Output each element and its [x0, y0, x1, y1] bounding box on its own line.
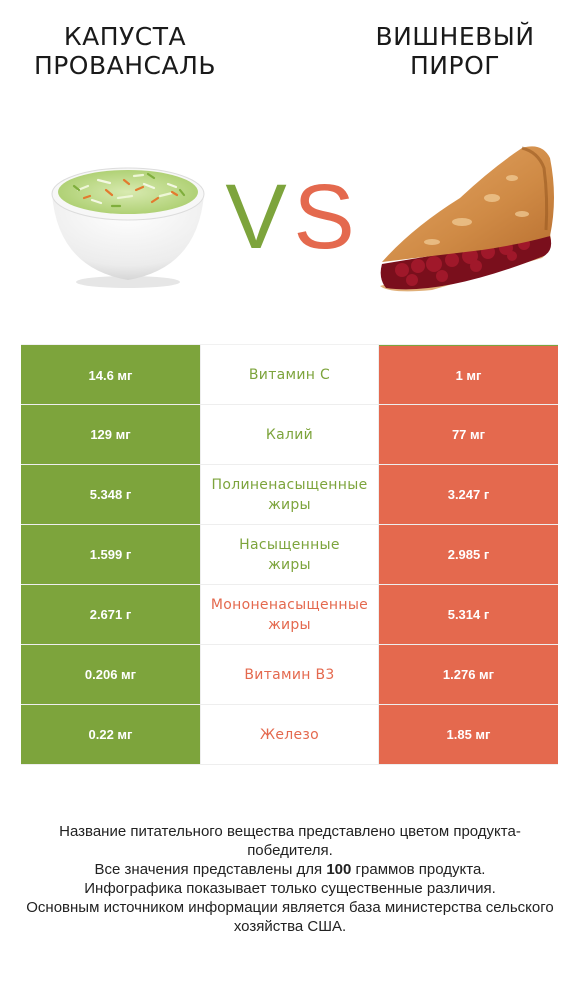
footnote-line-4: Основным источником информации является … — [26, 899, 554, 935]
right-value: 3.247 г — [379, 465, 558, 524]
nutrient-name: Витамин B3 — [244, 666, 335, 683]
footnote-line-2-prefix: Все значения представлены для — [94, 861, 327, 878]
table-row: 2.671 г Мононенасыщенные жиры 5.314 г — [21, 585, 558, 645]
left-food-title-line-2: ПРОВАНСАЛЬ — [33, 51, 217, 80]
left-value: 0.206 мг — [21, 645, 200, 704]
nutrient-name-cell: Полиненасыщенные жиры — [200, 465, 379, 524]
right-food-title-line-1: ВИШНЕВЫЙ — [375, 22, 535, 51]
nutrient-name-cell: Витамин C — [200, 345, 379, 404]
left-value: 14.6 мг — [21, 345, 200, 404]
left-value: 1.599 г — [21, 525, 200, 584]
nutrient-name: Полиненасыщенные жиры — [211, 476, 368, 513]
footnote-line-1: Название питательного вещества представл… — [59, 823, 521, 859]
left-food-title-line-1: КАПУСТА — [63, 22, 187, 51]
table-row: 5.348 г Полиненасыщенные жиры 3.247 г — [21, 465, 558, 525]
left-value: 0.22 мг — [21, 705, 200, 764]
vs-label: V S — [220, 166, 360, 268]
nutrient-comparison-table: 14.6 мг Витамин C 1 мг 129 мг Калий 77 м… — [21, 344, 558, 765]
coleslaw-bowl-image — [48, 150, 208, 290]
table-row: 0.206 мг Витамин B3 1.276 мг — [21, 645, 558, 705]
left-value: 5.348 г — [21, 465, 200, 524]
right-food-title: ВИШНЕВЫЙ ПИРОГ — [350, 22, 560, 80]
nutrient-name-cell: Мононенасыщенные жиры — [200, 585, 379, 644]
nutrient-name: Калий — [265, 426, 314, 443]
right-value: 1 мг — [379, 345, 558, 404]
right-value: 77 мг — [379, 405, 558, 464]
table-row: 14.6 мг Витамин C 1 мг — [21, 345, 558, 405]
left-value: 129 мг — [21, 405, 200, 464]
nutrient-name-cell: Насыщенные жиры — [200, 525, 379, 584]
footnote-line-2-suffix: граммов продукта. — [351, 861, 486, 878]
table-row: 129 мг Калий 77 мг — [21, 405, 558, 465]
cherry-pie-image — [372, 138, 558, 300]
nutrient-name: Насыщенные жиры — [239, 536, 340, 573]
vs-s-letter: S — [293, 168, 354, 258]
table-row: 0.22 мг Железо 1.85 мг — [21, 705, 558, 765]
right-food-title-line-2: ПИРОГ — [410, 51, 500, 80]
nutrient-name-cell: Железо — [200, 705, 379, 764]
nutrient-name-cell: Калий — [200, 405, 379, 464]
left-value: 2.671 г — [21, 585, 200, 644]
footnote-line-3: Инфографика показывает только существенн… — [84, 880, 496, 897]
nutrient-name: Мононенасыщенные жиры — [210, 596, 369, 633]
footnote-line-2: Все значения представлены для 100 граммо… — [20, 860, 560, 879]
nutrient-name-cell: Витамин B3 — [200, 645, 379, 704]
nutrient-name: Витамин C — [248, 366, 331, 383]
right-value: 1.85 мг — [379, 705, 558, 764]
table-row: 1.599 г Насыщенные жиры 2.985 г — [21, 525, 558, 585]
right-value: 1.276 мг — [379, 645, 558, 704]
right-value: 2.985 г — [379, 525, 558, 584]
nutrient-name: Железо — [259, 726, 320, 743]
left-food-title: КАПУСТА ПРОВАНСАЛЬ — [20, 22, 230, 80]
vs-v-letter: V — [225, 168, 286, 258]
footnote-line-2-bold: 100 — [326, 861, 352, 878]
right-value: 5.314 г — [379, 585, 558, 644]
footnote: Название питательного вещества представл… — [20, 822, 560, 936]
